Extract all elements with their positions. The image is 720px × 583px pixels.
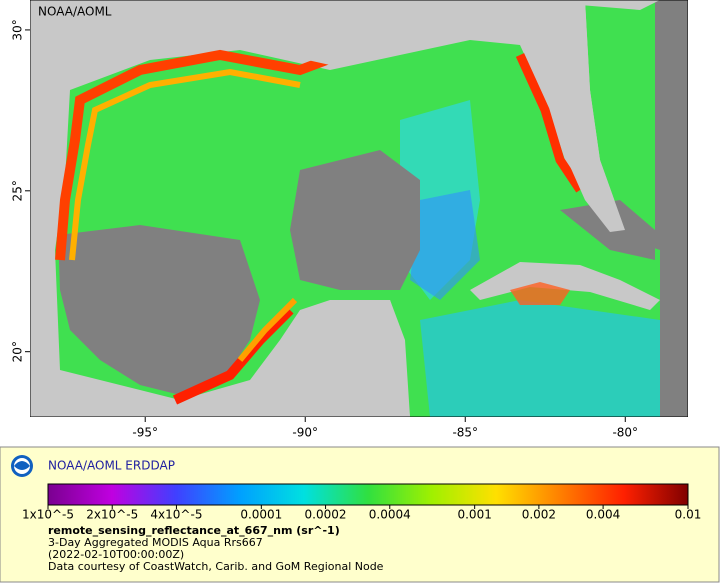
source-label: NOAA/AOML [38, 5, 112, 19]
x-tick-label: -90° [292, 426, 318, 440]
info-line: Data courtesy of CoastWatch, Carib. and … [48, 560, 384, 573]
colorbar [47, 483, 689, 506]
colorbar-tick-label: 4x10^-5 [150, 508, 202, 522]
y-tick-label: 20° [11, 341, 25, 362]
x-tick-label: -80° [612, 426, 638, 440]
legend-title: NOAA/AOML ERDDAP [48, 459, 175, 473]
info-line: 3-Day Aggregated MODIS Aqua Rrs667 [48, 536, 263, 549]
y-tick-label: 30° [11, 19, 25, 40]
colorbar-tick-label: 0.002 [522, 508, 556, 522]
colorbar-tick-label: 0.0002 [305, 508, 347, 522]
colorbar-tick-label: 0.01 [675, 508, 702, 522]
colorbar-tick-label: 0.001 [457, 508, 491, 522]
variable-name: remote_sensing_reflectance_at_667_nm (sr… [48, 524, 340, 537]
legend-panel [0, 446, 720, 583]
map-axes: -95° -90° -85° -80° 20° 25° 30° [11, 19, 639, 439]
colorbar-tick-label: 2x10^-5 [86, 508, 138, 522]
x-tick-label: -85° [452, 426, 478, 440]
map-image [30, 0, 688, 417]
colorbar-tick-label: 0.0004 [369, 508, 411, 522]
colorbar-tick-label: 0.0001 [240, 508, 282, 522]
colorbar-tick-label: 0.004 [586, 508, 620, 522]
colorbar-tick-label: 1x10^-5 [22, 508, 74, 522]
colorbar-ticks: 1x10^-5 2x10^-5 4x10^-5 0.0001 0.0002 0.0004 0… [22, 505, 701, 522]
noaa-logo [11, 455, 33, 477]
info-line: (2022-02-10T00:00:00Z) [48, 548, 184, 561]
y-tick-label: 25° [11, 180, 25, 201]
x-tick-label: -95° [132, 426, 158, 440]
